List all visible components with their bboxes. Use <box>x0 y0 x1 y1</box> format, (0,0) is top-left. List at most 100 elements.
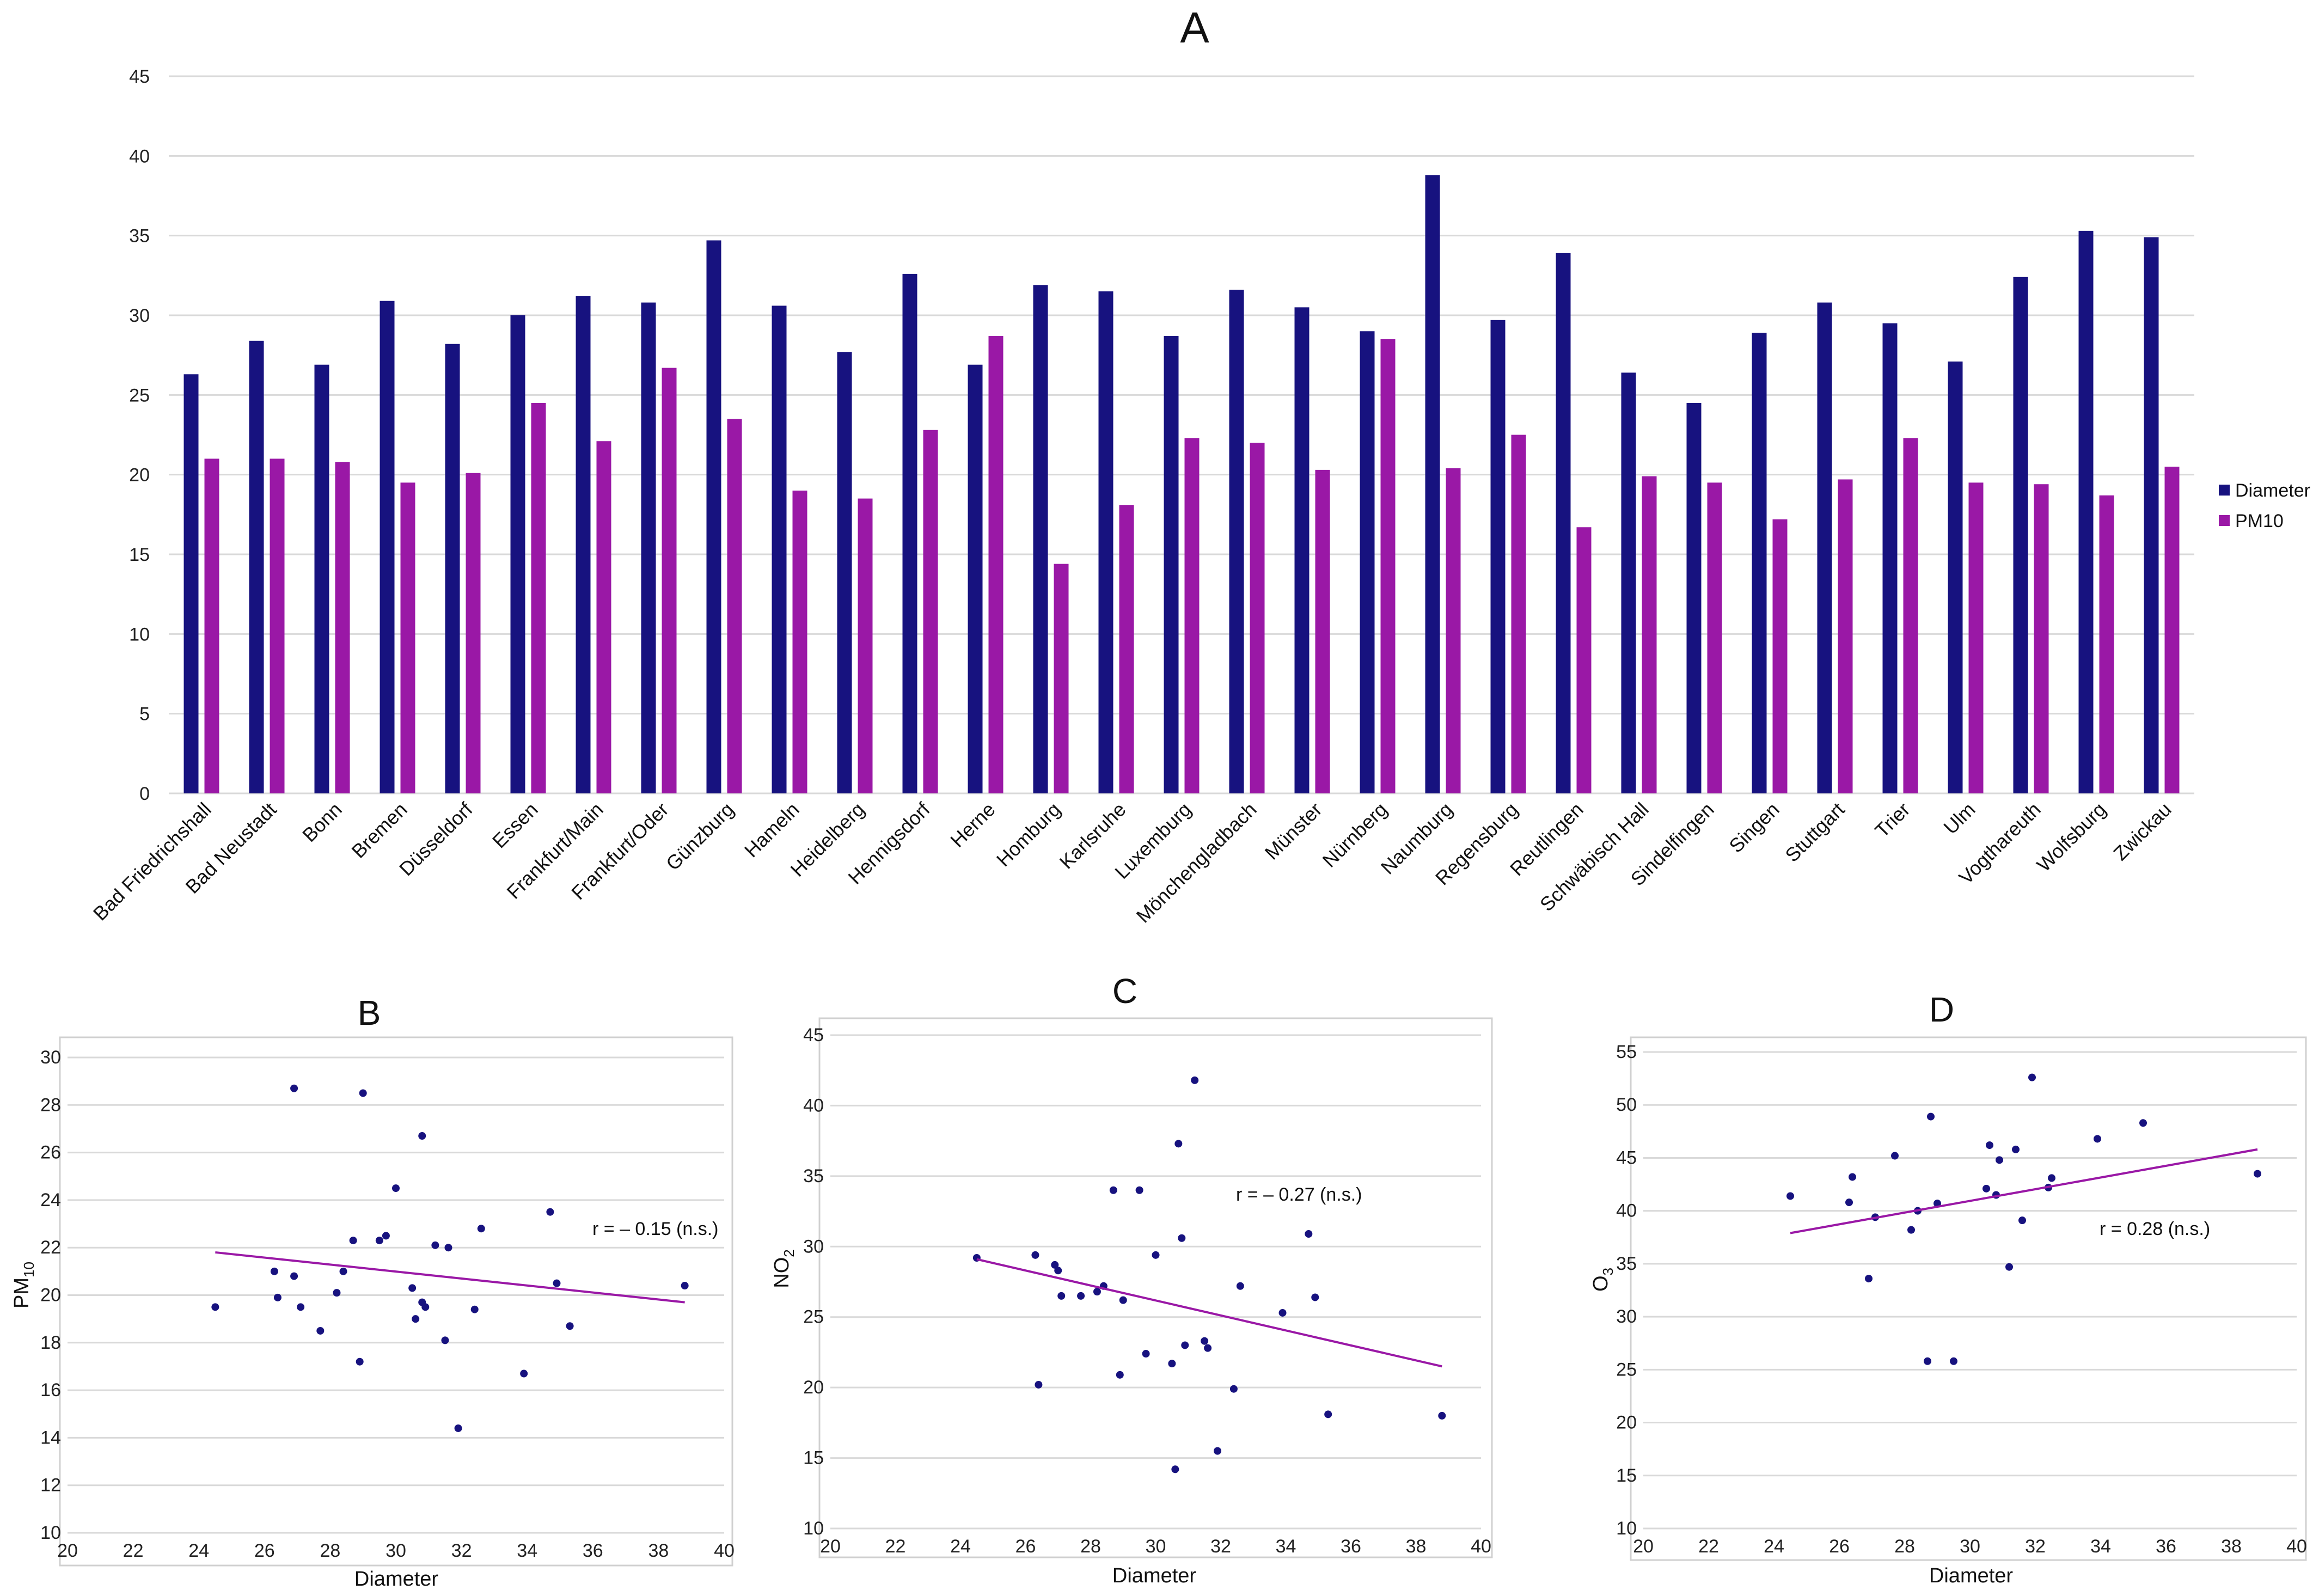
bar-diameter <box>1882 323 1898 793</box>
y-tick-label: 12 <box>40 1475 61 1496</box>
x-tick-label: 24 <box>1764 1536 1784 1557</box>
bar-diameter <box>837 352 852 793</box>
y-tick-label: 5 <box>139 704 150 725</box>
bar-diameter <box>249 340 264 793</box>
bar-pm10 <box>988 336 1004 793</box>
data-point <box>1786 1192 1794 1200</box>
x-tick-label: 38 <box>2221 1536 2242 1557</box>
bar-diameter <box>1033 285 1048 793</box>
data-point <box>681 1282 689 1290</box>
x-tick-label: 30 <box>1146 1536 1166 1557</box>
x-tick-label: 34 <box>517 1540 537 1561</box>
data-point <box>1119 1296 1127 1304</box>
x-tick-label: 34 <box>2090 1536 2111 1557</box>
data-point <box>1109 1186 1117 1194</box>
bar-pm10 <box>1446 468 1461 793</box>
chart-b-title: B <box>358 993 381 1032</box>
x-tick-label: 28 <box>1080 1536 1101 1557</box>
data-point <box>444 1244 452 1252</box>
x-tick-label: 20 <box>57 1540 78 1561</box>
bar-diameter <box>314 364 329 793</box>
data-point <box>359 1089 367 1097</box>
y-tick-label: 40 <box>803 1095 824 1116</box>
bar-diameter <box>1621 372 1636 793</box>
y-tick-label: 20 <box>1616 1412 1637 1433</box>
x-tick-label: 20 <box>1633 1536 1654 1557</box>
chart-d-title: D <box>1929 990 1954 1029</box>
bar-diameter <box>576 296 591 793</box>
bar-pm10 <box>596 441 611 793</box>
y-tick-label: 55 <box>1616 1042 1637 1062</box>
x-tick-label: 30 <box>386 1540 406 1561</box>
y-tick-label: 28 <box>40 1094 61 1115</box>
data-point <box>339 1267 347 1275</box>
data-point <box>1907 1226 1915 1234</box>
y-tick-label: 35 <box>129 226 150 247</box>
x-category-label: Bremen <box>347 798 412 863</box>
y-tick-label: 14 <box>40 1427 61 1448</box>
data-point <box>316 1326 325 1335</box>
data-point <box>290 1084 298 1092</box>
scatter-chart-b: B Diameter PM10 r = – 0.15 (n.s.) 10 12 14… <box>10 993 735 1591</box>
bar-pm10 <box>466 473 481 793</box>
x-category-label: Singen <box>1724 798 1783 857</box>
data-point <box>290 1272 298 1280</box>
data-point <box>1171 1465 1179 1473</box>
bar-diameter <box>1752 333 1767 793</box>
data-point <box>520 1369 528 1378</box>
x-tick-label: 40 <box>714 1540 735 1561</box>
bar-pm10 <box>1707 482 1722 793</box>
x-tick-label: 22 <box>123 1540 144 1561</box>
data-point <box>1191 1076 1199 1084</box>
y-tick-label: 10 <box>1616 1518 1637 1539</box>
data-point <box>408 1284 417 1292</box>
bar-pm10 <box>1380 339 1396 793</box>
data-point <box>273 1293 282 1301</box>
y-tick-label: 20 <box>40 1285 61 1306</box>
bar-diameter <box>1164 336 1179 793</box>
data-point <box>392 1184 400 1193</box>
x-tick-label: 20 <box>820 1536 841 1557</box>
data-point <box>454 1424 462 1432</box>
plot-frame <box>1630 1036 2307 1561</box>
data-point <box>1438 1411 1446 1420</box>
x-tick-label: 38 <box>648 1540 669 1561</box>
chart-c-xlabel: Diameter <box>1112 1564 1196 1587</box>
data-point <box>1174 1140 1183 1148</box>
data-point <box>2012 1145 2020 1153</box>
bar-diameter <box>2013 277 2028 793</box>
y-tick-label: 30 <box>803 1236 824 1257</box>
data-point <box>2254 1170 2261 1178</box>
y-tick-label: 18 <box>40 1332 61 1353</box>
y-tick-label: 45 <box>1616 1147 1637 1168</box>
bar-diameter <box>706 240 721 793</box>
data-point <box>356 1357 364 1366</box>
y-tick-label: 40 <box>1616 1201 1637 1221</box>
bar-pm10 <box>204 458 219 793</box>
x-tick-label: 32 <box>451 1540 472 1561</box>
x-category-label: Günzburg <box>662 798 738 875</box>
bar-diameter <box>772 305 787 793</box>
x-category-label: Schwäbisch Hall <box>1535 798 1653 916</box>
chart-d-ylabel: O3 <box>1589 1268 1616 1292</box>
data-point <box>2005 1263 2013 1271</box>
bar-pm10 <box>1119 505 1134 793</box>
data-point <box>470 1305 479 1313</box>
chart-d-correlation-label: r = 0.28 (n.s.) <box>2100 1219 2210 1239</box>
bar-pm10 <box>1511 435 1526 793</box>
data-point <box>1236 1282 1244 1290</box>
x-category-label: Stuttgart <box>1780 798 1849 866</box>
y-tick-label: 35 <box>803 1166 824 1187</box>
bar-chart-a: A 0 5 10 15 20 25 30 35 40 45 Bad Friedrichshall B… <box>89 3 2310 927</box>
data-point <box>1865 1275 1873 1283</box>
chart-b-correlation-label: r = – 0.15 (n.s.) <box>592 1219 719 1239</box>
scatter-chart-d: D Diameter O3 r = 0.28 (n.s.) 10 15 20 25 30… <box>1589 990 2307 1587</box>
y-tick-label: 30 <box>129 305 150 326</box>
data-point <box>1278 1308 1287 1317</box>
data-point <box>382 1232 390 1240</box>
bar-diameter <box>1098 291 1113 793</box>
x-tick-label: 26 <box>1829 1536 1850 1557</box>
data-point <box>1305 1230 1313 1238</box>
data-point <box>418 1298 426 1306</box>
y-tick-label: 26 <box>40 1142 61 1163</box>
